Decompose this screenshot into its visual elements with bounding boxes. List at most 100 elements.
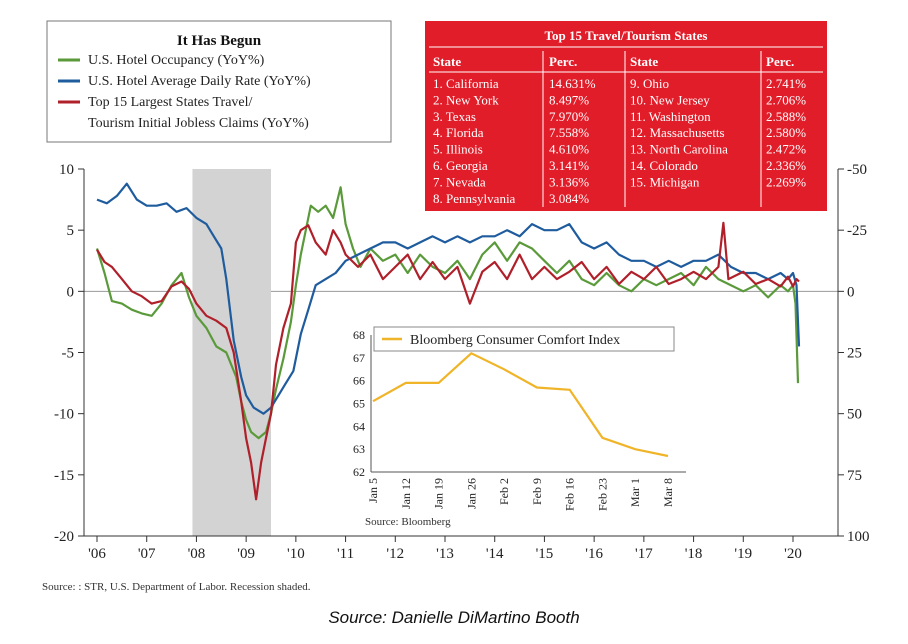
left-tick-label: -10 <box>54 407 74 423</box>
source-note: Source: : STR, U.S. Department of Labor.… <box>42 581 311 593</box>
inset-x-tick-label: Feb 23 <box>595 478 609 511</box>
inset-y-tick-label: 65 <box>353 397 365 411</box>
table-percent: 3.084% <box>549 191 589 206</box>
table-percent: 3.136% <box>549 174 589 189</box>
inset-x-tick-label: Jan 26 <box>464 478 478 509</box>
x-tick-label: '15 <box>536 546 554 562</box>
inset-x-tick-label: Jan 19 <box>432 478 446 509</box>
inset-series-line <box>372 351 669 458</box>
x-tick-label: '07 <box>138 546 156 562</box>
table-percent: 8.497% <box>549 92 589 107</box>
x-tick-label: '13 <box>436 546 454 562</box>
table-background <box>425 21 827 211</box>
credit-text: Source: Danielle DiMartino Booth <box>328 608 580 627</box>
x-tick-label: '16 <box>585 546 603 562</box>
x-tick-label: '10 <box>287 546 305 562</box>
inset-x-tick-label: Feb 16 <box>563 478 577 511</box>
chart-title: It Has Begun <box>177 33 262 49</box>
table-state-name: 9. Ohio <box>630 76 669 91</box>
inset-x-tick-label: Feb 9 <box>530 478 544 505</box>
x-tick-label: '08 <box>188 546 206 562</box>
x-tick-label: '12 <box>386 546 404 562</box>
table-header: State <box>630 54 658 69</box>
table-percent: 3.141% <box>549 158 589 173</box>
right-tick-label: 100 <box>847 529 870 545</box>
left-tick-label: 10 <box>59 162 74 178</box>
inset-y-tick-label: 68 <box>353 328 365 342</box>
inset-y-tick-label: 62 <box>353 465 365 479</box>
table-state-name: 3. Texas <box>433 109 476 124</box>
inset-x-tick-label: Feb 2 <box>497 478 511 505</box>
inset-legend-box <box>373 326 675 352</box>
table-state-name: 7. Nevada <box>433 174 486 189</box>
left-tick-label: -15 <box>54 468 74 484</box>
table-title: Top 15 Travel/Tourism States <box>545 28 708 43</box>
table-state-name: 14. Colorado <box>630 158 698 173</box>
x-tick-label: '17 <box>635 546 653 562</box>
table-state-name: 5. Illinois <box>433 142 483 157</box>
table-percent: 2.336% <box>766 158 806 173</box>
table-state-name: 6. Georgia <box>433 158 488 173</box>
inset-title: Bloomberg Consumer Comfort Index <box>410 333 620 348</box>
table-percent: 2.741% <box>766 76 806 91</box>
table-percent: 2.588% <box>766 109 806 124</box>
left-tick-label: 5 <box>67 223 75 239</box>
inset-y-tick-label: 66 <box>353 374 365 388</box>
series-line-claims <box>96 221 800 501</box>
table-percent: 7.970% <box>549 109 589 124</box>
right-tick-label: 0 <box>847 284 855 300</box>
table-percent: 7.558% <box>549 125 589 140</box>
table-state-name: 11. Washington <box>630 109 711 124</box>
inset-x-tick-label: Jan 12 <box>399 478 413 509</box>
inset-y-tick-label: 64 <box>353 419 365 433</box>
table-state-name: 2. New York <box>433 92 499 107</box>
right-tick-label: -25 <box>847 223 867 239</box>
inset-x-tick-label: Mar 8 <box>661 478 675 507</box>
x-tick-label: '20 <box>784 546 802 562</box>
table-header: State <box>433 54 461 69</box>
inset-x-tick-label: Mar 1 <box>628 478 642 507</box>
inset-x-tick-label: Jan 5 <box>366 478 380 503</box>
table-header: Perc. <box>549 54 577 69</box>
table-percent: 2.580% <box>766 125 806 140</box>
inset-y-tick-label: 67 <box>353 351 365 365</box>
table-state-name: 15. Michigan <box>630 174 700 189</box>
table-state-name: 8. Pennsylvania <box>433 191 516 206</box>
right-tick-label: -50 <box>847 162 867 178</box>
main-chart: 1050-5-10-15-20-50-250255075100'06'07'08… <box>42 20 870 593</box>
legend-entry: Top 15 Largest States Travel/ <box>88 95 253 110</box>
right-tick-label: 25 <box>847 346 862 362</box>
recession-shading <box>192 169 271 536</box>
table-state-name: 13. North Carolina <box>630 142 728 157</box>
inset-y-tick-label: 63 <box>353 442 365 456</box>
left-tick-label: 0 <box>67 284 75 300</box>
x-tick-label: '09 <box>237 546 255 562</box>
table-state-name: 12. Massachusetts <box>630 125 725 140</box>
series-line-occupancy <box>95 186 800 440</box>
right-tick-label: 50 <box>847 407 862 423</box>
table-percent: 2.269% <box>766 174 806 189</box>
table-state-name: 10. New Jersey <box>630 92 710 107</box>
series-line-adr <box>96 182 801 415</box>
legend-entry: U.S. Hotel Occupancy (YoY%) <box>88 53 265 68</box>
legend-entry: Tourism Initial Jobless Claims (YoY%) <box>88 116 309 131</box>
right-tick-label: 75 <box>847 468 862 484</box>
inset-background <box>318 323 694 531</box>
table-percent: 14.631% <box>549 76 596 91</box>
x-tick-label: '18 <box>685 546 703 562</box>
x-tick-label: '14 <box>486 546 504 562</box>
legend-entry: U.S. Hotel Average Daily Rate (YoY%) <box>88 74 311 89</box>
legend-box <box>46 20 392 143</box>
table-state-name: 4. Florida <box>433 125 484 140</box>
x-tick-label: '11 <box>337 546 354 562</box>
x-tick-label: '06 <box>88 546 106 562</box>
inset-source: Source: Bloomberg <box>365 516 451 528</box>
left-tick-label: -5 <box>62 346 75 362</box>
table-header: Perc. <box>766 54 794 69</box>
table-percent: 4.610% <box>549 142 589 157</box>
table-percent: 2.472% <box>766 142 806 157</box>
table-percent: 2.706% <box>766 92 806 107</box>
left-tick-label: -20 <box>54 529 74 545</box>
table-state-name: 1. California <box>433 76 499 91</box>
x-tick-label: '19 <box>734 546 752 562</box>
